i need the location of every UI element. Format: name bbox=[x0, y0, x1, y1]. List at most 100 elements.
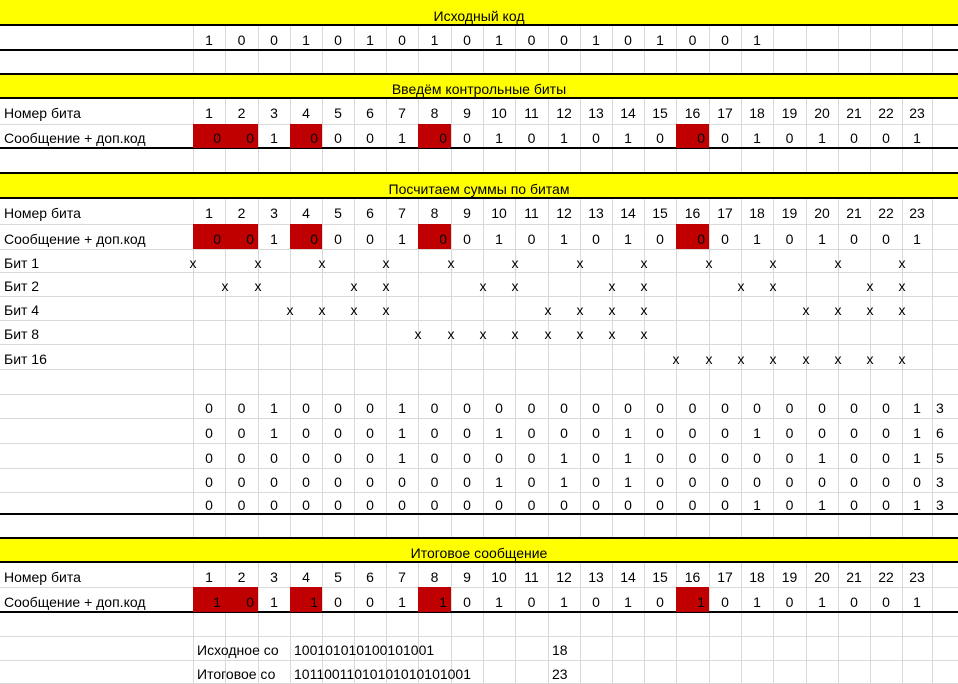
sum-value[interactable]: 0 bbox=[366, 497, 374, 513]
coverage-mark[interactable]: x bbox=[221, 278, 229, 294]
bit-number[interactable]: 12 bbox=[556, 569, 572, 585]
message-bit[interactable]: 1 bbox=[270, 231, 278, 247]
bit-number[interactable]: 17 bbox=[717, 569, 733, 585]
coverage-mark[interactable]: x bbox=[834, 302, 842, 318]
control-bit[interactable]: 1 bbox=[676, 587, 709, 612]
sum-value[interactable]: 0 bbox=[430, 400, 439, 416]
sum-total[interactable]: 3 bbox=[936, 400, 944, 416]
message-bit[interactable]: 1 bbox=[495, 231, 503, 247]
sum-value[interactable]: 1 bbox=[913, 497, 921, 513]
sum-value[interactable]: 0 bbox=[430, 497, 439, 513]
bit-number[interactable]: 20 bbox=[814, 205, 830, 221]
coverage-mark[interactable]: x bbox=[737, 278, 745, 294]
sum-value[interactable]: 1 bbox=[398, 400, 406, 416]
final-bit[interactable]: 0 bbox=[785, 594, 794, 610]
sum-value[interactable]: 1 bbox=[624, 474, 632, 490]
sum-value[interactable]: 0 bbox=[850, 450, 858, 466]
source-bit[interactable]: 0 bbox=[560, 32, 568, 48]
sum-value[interactable]: 0 bbox=[656, 425, 664, 441]
control-bit[interactable]: 0 bbox=[225, 124, 258, 148]
sum-value[interactable]: 0 bbox=[302, 400, 310, 416]
bit-number[interactable]: 10 bbox=[491, 205, 507, 221]
message-bit[interactable]: 1 bbox=[818, 231, 826, 247]
bit-number[interactable]: 6 bbox=[366, 205, 374, 221]
sum-value[interactable]: 1 bbox=[270, 425, 278, 441]
message-bit[interactable]: 1 bbox=[624, 130, 632, 146]
bit-number[interactable]: 4 bbox=[302, 569, 310, 585]
sum-value[interactable]: 1 bbox=[624, 425, 632, 441]
sum-value[interactable]: 1 bbox=[913, 400, 921, 416]
sum-value[interactable]: 1 bbox=[818, 450, 826, 466]
control-bit[interactable]: 0 bbox=[676, 124, 709, 148]
sum-value[interactable]: 0 bbox=[463, 450, 471, 466]
sum-value[interactable]: 0 bbox=[656, 400, 664, 416]
message-bit[interactable]: 0 bbox=[656, 130, 664, 146]
sum-value[interactable]: 0 bbox=[624, 497, 632, 513]
source-bit[interactable]: 0 bbox=[527, 32, 536, 48]
bit-number[interactable]: 18 bbox=[749, 105, 765, 121]
sum-value[interactable]: 0 bbox=[398, 474, 406, 490]
sum-total[interactable]: 3 bbox=[936, 474, 944, 490]
sum-value[interactable]: 0 bbox=[495, 450, 503, 466]
final-bit[interactable]: 0 bbox=[656, 594, 664, 610]
sum-value[interactable]: 0 bbox=[592, 400, 600, 416]
summary-code[interactable]: 10110011010101010101001 bbox=[294, 666, 472, 682]
sum-value[interactable]: 1 bbox=[270, 400, 278, 416]
sum-value[interactable]: 0 bbox=[850, 425, 858, 441]
bit-number[interactable]: 14 bbox=[620, 205, 636, 221]
source-bit[interactable]: 0 bbox=[398, 32, 406, 48]
coverage-mark[interactable]: x bbox=[802, 302, 810, 318]
sum-value[interactable]: 0 bbox=[237, 400, 246, 416]
sum-value[interactable]: 0 bbox=[334, 474, 342, 490]
sum-value[interactable]: 0 bbox=[785, 400, 794, 416]
bit-number[interactable]: 19 bbox=[781, 205, 798, 221]
sum-value[interactable]: 1 bbox=[495, 474, 503, 490]
sum-value[interactable]: 0 bbox=[624, 400, 632, 416]
sum-value[interactable]: 0 bbox=[721, 450, 729, 466]
bit-number[interactable]: 8 bbox=[430, 205, 439, 221]
sum-value[interactable]: 0 bbox=[334, 400, 342, 416]
sum-value[interactable]: 1 bbox=[560, 450, 568, 466]
sum-value[interactable]: 0 bbox=[882, 474, 890, 490]
sum-value[interactable]: 0 bbox=[560, 425, 568, 441]
bit-number[interactable]: 10 bbox=[491, 569, 507, 585]
source-bit[interactable]: 0 bbox=[721, 32, 729, 48]
source-bit[interactable]: 1 bbox=[205, 32, 213, 48]
bit-number[interactable]: 1 bbox=[205, 569, 213, 585]
sum-value[interactable]: 0 bbox=[753, 474, 761, 490]
final-bit[interactable]: 0 bbox=[463, 594, 471, 610]
final-bit[interactable]: 1 bbox=[753, 594, 761, 610]
coverage-mark[interactable]: x bbox=[479, 326, 487, 342]
sum-value[interactable]: 0 bbox=[592, 425, 600, 441]
coverage-mark[interactable]: x bbox=[866, 302, 874, 318]
bit-number[interactable]: 11 bbox=[524, 105, 539, 121]
sum-value[interactable]: 0 bbox=[302, 474, 310, 490]
bit-number[interactable]: 7 bbox=[398, 105, 406, 121]
message-bit[interactable]: 0 bbox=[463, 130, 471, 146]
sum-value[interactable]: 0 bbox=[495, 497, 503, 513]
sum-value[interactable]: 0 bbox=[592, 474, 600, 490]
sum-value[interactable]: 0 bbox=[785, 497, 794, 513]
sum-value[interactable]: 1 bbox=[753, 497, 761, 513]
bit-number[interactable]: 22 bbox=[878, 205, 894, 221]
coverage-mark[interactable]: x bbox=[286, 302, 294, 318]
coverage-mark[interactable]: x bbox=[511, 278, 519, 294]
coverage-mark[interactable]: x bbox=[511, 326, 519, 342]
source-bit[interactable]: 0 bbox=[237, 32, 246, 48]
message-bit[interactable]: 1 bbox=[270, 130, 278, 146]
sum-value[interactable]: 0 bbox=[656, 474, 664, 490]
bit-number[interactable]: 6 bbox=[366, 569, 374, 585]
message-bit[interactable]: 0 bbox=[785, 231, 794, 247]
source-bit[interactable]: 0 bbox=[463, 32, 471, 48]
sum-value[interactable]: 0 bbox=[205, 400, 213, 416]
sum-value[interactable]: 0 bbox=[560, 497, 568, 513]
sum-value[interactable]: 0 bbox=[463, 474, 471, 490]
sum-value[interactable]: 0 bbox=[818, 425, 826, 441]
summary-length[interactable]: 23 bbox=[552, 666, 568, 682]
sum-value[interactable]: 1 bbox=[624, 450, 632, 466]
bit-number[interactable]: 22 bbox=[878, 569, 894, 585]
final-bit[interactable]: 1 bbox=[560, 594, 568, 610]
control-bit[interactable]: 1 bbox=[418, 587, 451, 612]
sum-value[interactable]: 0 bbox=[430, 474, 439, 490]
message-bit[interactable]: 1 bbox=[753, 130, 761, 146]
